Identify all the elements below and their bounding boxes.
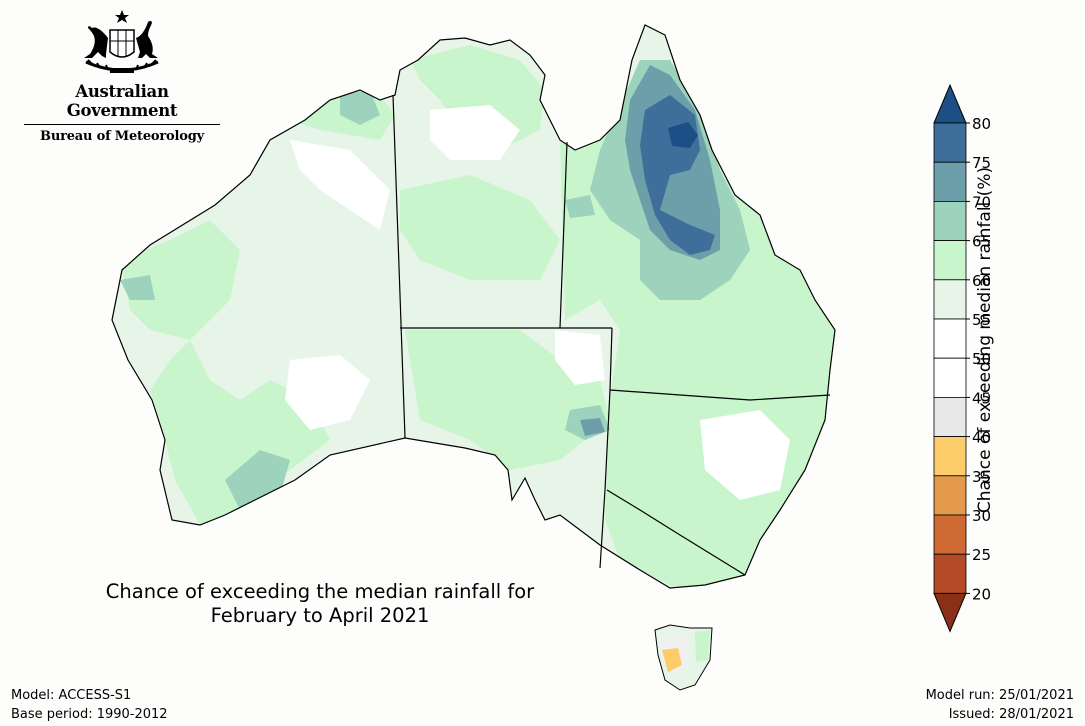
colorbar-tick-label-35: 35	[972, 468, 991, 486]
colorbar-bottom-arrow	[933, 592, 967, 633]
colorbar-tick-label-55: 55	[972, 311, 991, 329]
colorbar-tick-label-65: 65	[972, 233, 991, 251]
colorbar-legend: 80 75 70 65 60 55 50 45 40 35 30 25 20	[933, 83, 991, 633]
issued-date: Issued: 28/01/2021	[948, 707, 1074, 722]
map-title: Chance of exceeding the median rainfall …	[60, 580, 580, 628]
logo-divider	[24, 124, 220, 125]
colorbar-tick-label-30: 30	[972, 507, 991, 525]
colorbar-tick-label-40: 40	[972, 429, 991, 447]
colorbar-bin-50-55	[933, 318, 967, 359]
colorbar-bin-40-45	[933, 396, 967, 437]
colorbar-tick-label-80: 80	[972, 115, 991, 133]
colorbar-axis-label: Chance of exceeding median rainfall (%)	[975, 120, 1030, 560]
colorbar-bin-60-65	[933, 240, 967, 281]
government-logo: Australian Government Bureau of Meteorol…	[24, 8, 220, 144]
colorbar-tick-label-60: 60	[972, 272, 991, 290]
colorbar-bin-65-70	[933, 201, 967, 242]
base-period: Base period: 1990-2012	[11, 707, 168, 722]
colorbar-tick-label-70: 70	[972, 193, 991, 211]
footer-right: Model run: 25/01/2021 Issued: 28/01/2021	[926, 686, 1074, 724]
model-name: Model: ACCESS-S1	[11, 688, 132, 703]
map-title-line2: February to April 2021	[210, 604, 430, 627]
colorbar-bin-35-40	[933, 436, 967, 477]
colorbar-tick-label-20: 20	[972, 585, 991, 603]
map-title-line1: Chance of exceeding the median rainfall …	[105, 580, 535, 603]
colorbar-axis-label-text: Chance of exceeding median rainfall (%)	[975, 166, 995, 514]
model-run-date: Model run: 25/01/2021	[925, 688, 1074, 703]
state-borders	[392, 94, 831, 576]
colorbar-tick-label-50: 50	[972, 350, 991, 368]
colorbar-bin-45-50	[933, 357, 967, 398]
colorbar-top-arrow	[933, 83, 967, 124]
colorbar-bin-55-60	[933, 279, 967, 320]
coat-of-arms-icon	[84, 10, 159, 73]
agency-name: Australian Government	[66, 82, 178, 120]
colorbar-tick-label-25: 25	[972, 546, 991, 564]
rainfall-probability-shading	[120, 45, 835, 588]
colorbar-bin-25-30	[933, 514, 967, 555]
bureau-name: Bureau of Meteorology	[40, 129, 204, 144]
colorbar-bin-70-75	[933, 161, 967, 202]
colorbar-bin-30-35	[933, 475, 967, 516]
colorbar-tick-label-45: 45	[972, 389, 991, 407]
colorbar-tick-label-75: 75	[972, 154, 991, 172]
australia-rainfall-map	[111, 24, 836, 691]
footer-left: Model: ACCESS-S1 Base period: 1990-2012	[11, 686, 168, 724]
colorbar-bin-75-80	[933, 122, 967, 163]
colorbar-bin-20-25	[933, 553, 967, 594]
